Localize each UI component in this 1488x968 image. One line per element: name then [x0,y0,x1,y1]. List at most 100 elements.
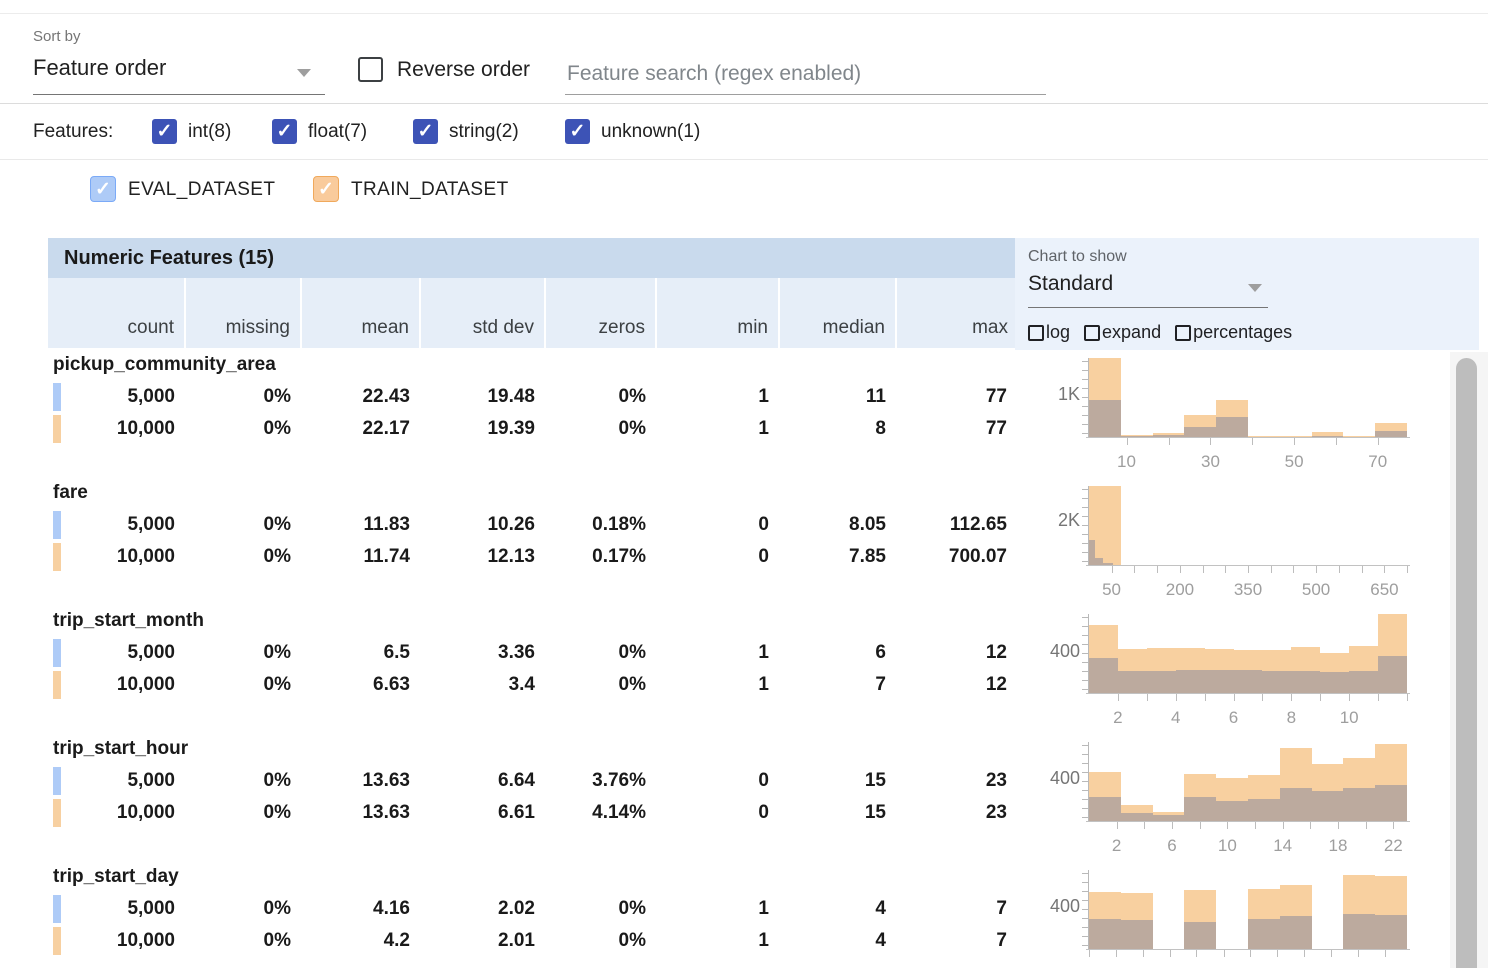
eval-swatch [53,383,61,411]
scrollbar-thumb[interactable] [1456,358,1477,968]
x-tick-label: 30 [1201,452,1220,471]
stat-cell: 11 [865,386,886,407]
y-axis-tick [1082,406,1089,407]
train-swatch [53,799,61,827]
x-axis-tick [1157,566,1159,573]
stat-cell: 22.43 [362,386,410,407]
x-axis-tick [1335,438,1337,445]
stat-cell: 0% [263,930,291,951]
plot-area [1089,486,1407,565]
hist-bar-eval [1279,787,1312,821]
x-axis-tick [1199,822,1201,829]
y-axis-tick [1082,781,1089,782]
stat-cell: 2.01 [498,930,535,951]
x-axis-tick [1210,438,1212,445]
histogram-trip_start_month: 400 2 4 6 8 10 [1022,614,1422,736]
reverse-order-checkbox[interactable] [358,57,383,82]
x-axis-tick [1357,950,1359,957]
histogram-trip_start_hour: 400 2 6 10 14 18 22 [1022,742,1422,864]
y-axis-tick [1082,424,1089,425]
chart-type-dropdown[interactable]: Standard [1028,272,1268,308]
stat-cell: 19.48 [487,386,535,407]
y-axis-tick [1082,790,1089,791]
chevron-down-icon [297,69,311,77]
x-axis-tick [1233,694,1235,701]
feature-search-field [565,52,1050,96]
expand-option[interactable]: expand [1084,322,1161,343]
stat-cell: 10,000 [116,418,175,439]
stat-cell: 0% [263,386,291,407]
unknown-checkbox[interactable]: ✓ [565,119,590,144]
log-option[interactable]: log [1028,322,1070,343]
x-axis-tick [1175,694,1177,701]
x-axis-tick [1202,566,1204,573]
stat-cell: 7 [875,674,886,695]
float-checkbox[interactable]: ✓ [272,119,297,144]
stat-cell: 5,000 [127,642,175,663]
x-axis [1086,949,1410,950]
eval-swatch [53,767,61,795]
x-axis-tick [1116,950,1118,957]
x-axis-tick [1393,822,1395,829]
int-checkbox[interactable]: ✓ [152,119,177,144]
percentages-checkbox[interactable] [1175,324,1192,341]
table-row: 5,000 0% 13.63 6.64 3.76% 0 15 23 [48,765,1018,797]
log-label: log [1046,322,1071,342]
y-axis-tick [1082,415,1089,416]
x-axis-tick [1407,566,1408,573]
feature-stats-rows: pickup_community_area 5,000 0% 22.43 19.48 0%… [48,352,1018,968]
stat-cell: 3.76% [592,770,646,791]
stat-cell: 11.83 [363,514,411,535]
int-label: int(8) [188,121,232,142]
stat-cell: 0% [263,546,291,567]
expand-checkbox[interactable] [1084,324,1101,341]
plot-area [1089,870,1407,949]
stat-cell: 77 [985,418,1007,439]
x-axis-tick [1169,950,1171,957]
y-axis-tick [1082,927,1089,928]
stat-cell: 22.17 [362,418,410,439]
log-checkbox[interactable] [1028,324,1044,341]
stat-cell: 3.36 [498,642,535,663]
eval-dataset-checkbox[interactable]: ✓ [90,176,116,202]
stat-cell: 6.63 [373,674,410,695]
plot-area [1089,614,1407,693]
y-axis-tick [1082,397,1089,398]
x-axis-tick [1146,694,1148,701]
y-axis-tick [1082,516,1089,517]
y-axis-tick [1082,552,1089,553]
x-axis-tick [1270,566,1272,573]
string-checkbox[interactable]: ✓ [413,119,438,144]
train-dataset-checkbox[interactable]: ✓ [313,176,339,202]
x-axis-tick [1252,438,1254,445]
feature-block: trip_start_month 5,000 0% 6.5 3.36 0% 1 6 12 10,0… [48,608,1018,736]
y-axis-tick [1082,361,1089,362]
percentages-option[interactable]: percentages [1175,322,1292,343]
stat-cell: 10,000 [116,674,175,695]
train-swatch [53,927,61,955]
hist-bar-eval [1349,670,1379,693]
y-axis [1088,486,1089,566]
stat-cell: 1 [758,418,769,439]
table-row: 10,000 0% 6.63 3.4 0% 1 7 12 [48,669,1018,701]
x-axis [1086,821,1410,822]
search-input[interactable] [565,52,1050,96]
y-axis-tick [1082,644,1089,645]
stat-cell: 1 [758,386,769,407]
x-axis-tick [1223,950,1225,957]
x-axis-tick [1225,566,1227,573]
y-axis-tick [1082,745,1089,746]
stat-cell: 1 [758,898,769,919]
train-dataset-label: TRAIN_DATASET [351,179,509,200]
stat-cell: 6.5 [383,642,410,663]
x-axis-tick [1282,822,1284,829]
x-axis-tick [1116,822,1118,829]
y-axis-tick [1082,891,1089,892]
hist-bar-eval [1089,399,1121,437]
stat-cell: 4.16 [373,898,410,919]
x-tick-label: 650 [1370,580,1399,599]
sort-by-dropdown[interactable]: Feature order [33,55,325,95]
y-axis-tick [1082,635,1089,636]
y-axis-tick [1082,379,1089,380]
stat-cell: 23 [985,802,1007,823]
